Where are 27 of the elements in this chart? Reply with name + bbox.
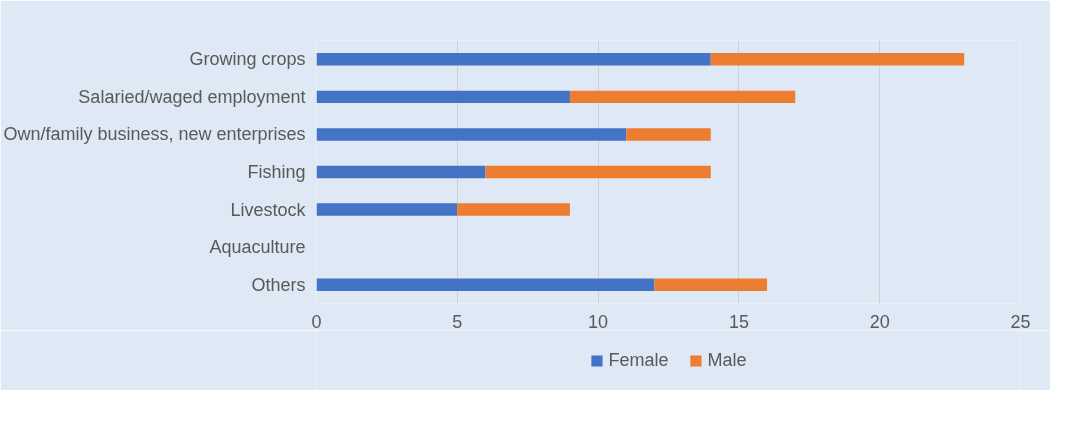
y-tick-label: Others [251, 274, 306, 295]
bar [485, 165, 711, 179]
bar [316, 90, 570, 104]
x-tick-label: 25 [1010, 311, 1031, 332]
bar [710, 53, 965, 66]
y-tick-label: Fishing [247, 162, 306, 182]
bar [316, 165, 486, 179]
y-tick-label: Growing crops [189, 49, 306, 70]
bar [654, 278, 768, 291]
bar [626, 128, 711, 141]
legend-label: Female [608, 349, 669, 371]
legend-label: Male [707, 349, 747, 371]
y-tick-label: Salaried/waged employment [78, 86, 306, 107]
bar [457, 203, 570, 216]
y-tick-label: Livestock [230, 199, 307, 220]
x-tick-label: 0 [311, 311, 322, 332]
x-tick-label: 10 [588, 311, 609, 332]
bar [316, 53, 711, 66]
x-tick-label: 5 [452, 311, 463, 332]
bar [316, 128, 627, 141]
bar [569, 90, 796, 104]
x-tick-label: 20 [869, 311, 890, 332]
bar [316, 203, 458, 216]
x-tick-label: 15 [728, 311, 749, 332]
bar [316, 278, 655, 291]
y-tick-label: Aquaculture [209, 237, 306, 258]
y-tick-label: Own/family business, new enterprises [3, 124, 306, 145]
